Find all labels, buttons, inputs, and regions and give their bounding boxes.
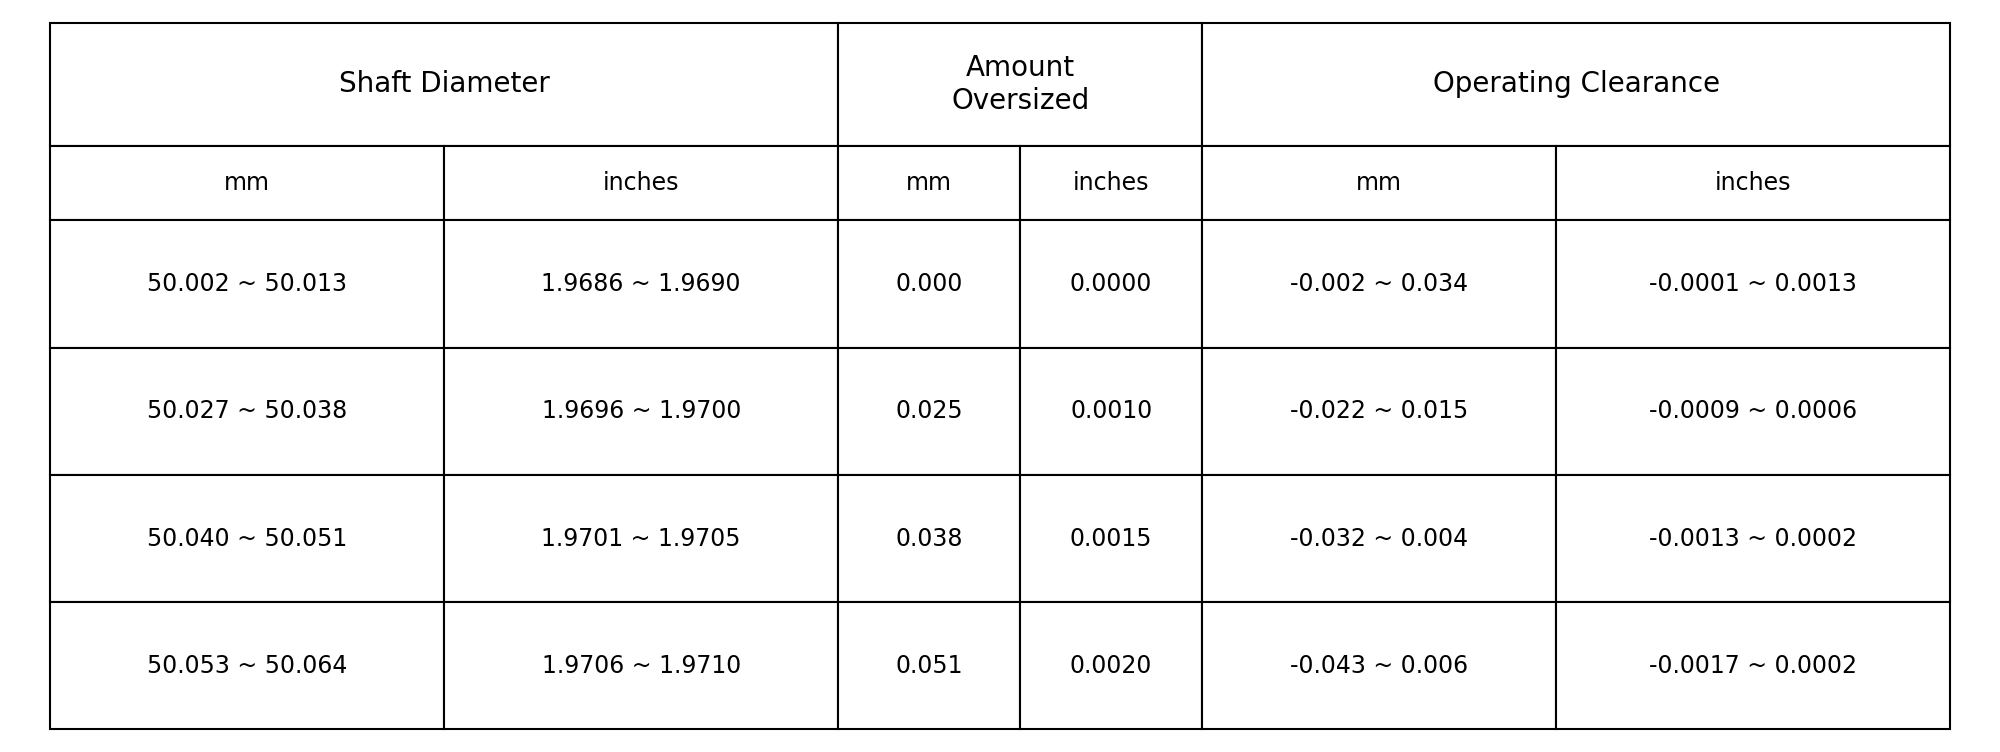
Bar	[1202, 23, 1950, 146]
Bar	[838, 602, 1020, 729]
Text: 50.027 ~ 50.038: 50.027 ~ 50.038	[146, 399, 348, 423]
Bar	[1202, 347, 1556, 475]
Bar	[1020, 475, 1202, 602]
Text: 1.9701 ~ 1.9705: 1.9701 ~ 1.9705	[542, 526, 740, 550]
Bar	[1020, 347, 1202, 475]
Text: inches: inches	[602, 171, 680, 196]
Text: 50.002 ~ 50.013: 50.002 ~ 50.013	[148, 272, 348, 296]
Bar	[838, 475, 1020, 602]
Bar	[1202, 220, 1556, 347]
Bar	[1202, 146, 1556, 220]
Bar	[50, 602, 444, 729]
Text: -0.022 ~ 0.015: -0.022 ~ 0.015	[1290, 399, 1468, 423]
Bar	[50, 347, 444, 475]
Bar	[838, 347, 1020, 475]
Text: -0.0009 ~ 0.0006: -0.0009 ~ 0.0006	[1648, 399, 1856, 423]
Text: 0.051: 0.051	[896, 653, 964, 678]
Text: -0.0013 ~ 0.0002: -0.0013 ~ 0.0002	[1648, 526, 1856, 550]
Bar	[50, 23, 838, 146]
Bar	[838, 23, 1202, 146]
Text: 0.000: 0.000	[896, 272, 962, 296]
Text: 0.0000: 0.0000	[1070, 272, 1152, 296]
Text: 50.040 ~ 50.051: 50.040 ~ 50.051	[146, 526, 348, 550]
Text: 50.053 ~ 50.064: 50.053 ~ 50.064	[146, 653, 348, 678]
Text: Operating Clearance: Operating Clearance	[1432, 71, 1720, 99]
Bar	[1202, 602, 1556, 729]
Bar	[444, 602, 838, 729]
Text: -0.0001 ~ 0.0013: -0.0001 ~ 0.0013	[1648, 272, 1856, 296]
Text: -0.0017 ~ 0.0002: -0.0017 ~ 0.0002	[1648, 653, 1856, 678]
Bar	[1020, 146, 1202, 220]
Text: 1.9686 ~ 1.9690: 1.9686 ~ 1.9690	[542, 272, 740, 296]
Text: inches: inches	[1072, 171, 1150, 196]
Text: 0.0015: 0.0015	[1070, 526, 1152, 550]
Bar	[838, 146, 1020, 220]
Bar	[1020, 602, 1202, 729]
Text: -0.043 ~ 0.006: -0.043 ~ 0.006	[1290, 653, 1468, 678]
Bar	[838, 220, 1020, 347]
Bar	[1556, 602, 1950, 729]
Text: 1.9696 ~ 1.9700: 1.9696 ~ 1.9700	[542, 399, 740, 423]
Text: 1.9706 ~ 1.9710: 1.9706 ~ 1.9710	[542, 653, 740, 678]
Bar	[444, 146, 838, 220]
Bar	[1556, 146, 1950, 220]
Text: mm: mm	[906, 171, 952, 196]
Bar	[444, 475, 838, 602]
Text: Amount
Oversized: Amount Oversized	[952, 54, 1090, 114]
Text: mm: mm	[1356, 171, 1402, 196]
Text: inches: inches	[1714, 171, 1792, 196]
Bar	[1556, 475, 1950, 602]
Bar	[444, 220, 838, 347]
Text: 0.025: 0.025	[896, 399, 964, 423]
Bar	[1556, 347, 1950, 475]
Text: -0.032 ~ 0.004: -0.032 ~ 0.004	[1290, 526, 1468, 550]
Bar	[50, 475, 444, 602]
Text: Shaft Diameter: Shaft Diameter	[338, 71, 550, 99]
Bar	[444, 347, 838, 475]
Text: 0.038: 0.038	[896, 526, 964, 550]
Text: 0.0010: 0.0010	[1070, 399, 1152, 423]
Text: 0.0020: 0.0020	[1070, 653, 1152, 678]
Bar	[50, 220, 444, 347]
Bar	[1020, 220, 1202, 347]
Bar	[50, 146, 444, 220]
Bar	[1556, 220, 1950, 347]
Bar	[1202, 475, 1556, 602]
Text: -0.002 ~ 0.034: -0.002 ~ 0.034	[1290, 272, 1468, 296]
Text: mm: mm	[224, 171, 270, 196]
